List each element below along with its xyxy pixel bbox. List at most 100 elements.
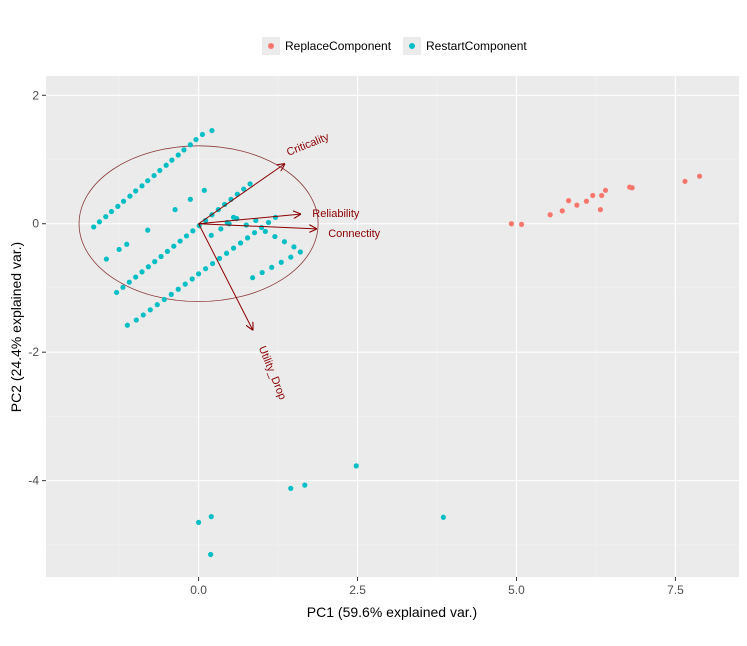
point-replacecomponent <box>602 187 609 193</box>
y-tick-label: -2 <box>28 345 39 359</box>
point-restartcomponent <box>281 239 288 245</box>
point-replacecomponent <box>629 185 635 191</box>
point-restartcomponent <box>124 241 130 247</box>
arrow-label-connectity: Connectity <box>328 228 380 240</box>
legend-marker-restartcomponent <box>409 43 415 49</box>
x-axis-ticks: 0.0 2.5 5.0 7.5 <box>190 577 684 597</box>
point-restartcomponent <box>288 254 294 260</box>
point-restartcomponent <box>195 271 202 277</box>
x-tick-label: 0.0 <box>190 583 207 597</box>
point-restartcomponent <box>139 269 145 275</box>
x-tick-label: 7.5 <box>667 583 684 597</box>
point-restartcomponent <box>163 162 169 168</box>
point-restartcomponent <box>103 256 109 262</box>
point-restartcomponent <box>120 284 126 290</box>
point-restartcomponent <box>158 253 164 260</box>
point-restartcomponent <box>208 551 214 558</box>
point-replacecomponent <box>566 198 572 204</box>
arrow-connectity <box>198 223 317 229</box>
point-restartcomponent <box>253 217 259 224</box>
point-restartcomponent <box>244 235 251 241</box>
y-tick-label: 0 <box>32 217 39 231</box>
point-restartcomponent <box>218 226 224 232</box>
y-tick-label: -4 <box>28 474 39 488</box>
point-replacecomponent <box>508 221 514 227</box>
point-restartcomponent <box>297 249 303 255</box>
point-replacecomponent <box>590 192 596 199</box>
point-restartcomponent <box>145 227 151 233</box>
point-restartcomponent <box>182 281 188 287</box>
point-restartcomponent <box>265 219 272 226</box>
point-restartcomponent <box>133 188 139 194</box>
point-restartcomponent <box>169 157 175 163</box>
arrow-criticality <box>198 164 285 225</box>
point-restartcomponent <box>108 208 115 215</box>
point-restartcomponent <box>157 167 163 174</box>
point-restartcomponent <box>171 243 177 249</box>
point-restartcomponent <box>250 275 256 281</box>
point-restartcomponent <box>251 230 258 236</box>
point-restartcomponent <box>133 274 139 280</box>
point-replacecomponent <box>583 198 590 204</box>
point-restartcomponent <box>175 286 181 292</box>
point-replacecomponent <box>518 221 525 227</box>
point-restartcomponent <box>258 224 265 231</box>
point-restartcomponent <box>164 248 171 254</box>
point-replacecomponent <box>696 173 703 179</box>
arrow-utility-drop <box>198 223 253 330</box>
point-restartcomponent <box>91 224 97 230</box>
point-restartcomponent <box>193 136 199 143</box>
point-restartcomponent <box>202 266 209 272</box>
point-restartcomponent <box>133 317 139 323</box>
x-axis-title: PC1 (59.6% explained var.) <box>307 604 477 620</box>
point-restartcomponent <box>139 183 145 189</box>
legend: ReplaceComponent RestartComponent <box>262 37 527 55</box>
legend-label-replacecomponent: ReplaceComponent <box>285 39 392 53</box>
point-restartcomponent <box>291 244 297 250</box>
point-replacecomponent <box>599 192 605 199</box>
point-restartcomponent <box>175 152 181 158</box>
point-restartcomponent <box>124 322 130 328</box>
point-restartcomponent <box>247 181 253 187</box>
y-axis-title: PC2 (24.4% explained var.) <box>8 242 24 412</box>
point-restartcomponent <box>259 269 265 276</box>
point-restartcomponent <box>195 519 202 526</box>
point-restartcomponent <box>269 264 275 271</box>
point-restartcomponent <box>199 131 206 138</box>
point-replacecomponent <box>547 212 553 218</box>
point-restartcomponent <box>147 307 153 313</box>
point-restartcomponent <box>208 514 214 520</box>
point-restartcomponent <box>272 233 278 240</box>
point-restartcomponent <box>209 260 216 267</box>
arrow-label-reliability: Reliability <box>312 208 360 220</box>
point-restartcomponent <box>241 186 247 192</box>
point-replacecomponent <box>597 207 604 213</box>
point-replacecomponent <box>559 208 565 214</box>
point-restartcomponent <box>154 302 160 308</box>
point-replacecomponent <box>682 178 688 184</box>
point-restartcomponent <box>151 172 157 179</box>
point-restartcomponent <box>288 485 294 491</box>
point-restartcomponent <box>172 207 178 213</box>
point-restartcomponent <box>96 219 103 225</box>
correlation-circle <box>78 145 319 303</box>
x-tick-label: 2.5 <box>349 583 366 597</box>
point-restartcomponent <box>243 222 249 228</box>
point-restartcomponent <box>209 127 215 134</box>
point-replacecomponent <box>574 202 580 208</box>
legend-marker-replacecomponent <box>268 43 274 49</box>
point-restartcomponent <box>189 276 195 282</box>
point-restartcomponent <box>222 201 228 208</box>
x-tick-label: 5.0 <box>508 583 525 597</box>
point-restartcomponent <box>262 228 268 235</box>
point-restartcomponent <box>145 178 151 184</box>
point-restartcomponent <box>237 240 244 246</box>
point-restartcomponent <box>440 514 446 520</box>
point-restartcomponent <box>230 245 237 251</box>
point-restartcomponent <box>103 214 109 220</box>
point-restartcomponent <box>201 187 207 193</box>
arrow-reliability <box>198 214 301 225</box>
point-restartcomponent <box>145 264 151 270</box>
point-restartcomponent <box>116 246 122 253</box>
